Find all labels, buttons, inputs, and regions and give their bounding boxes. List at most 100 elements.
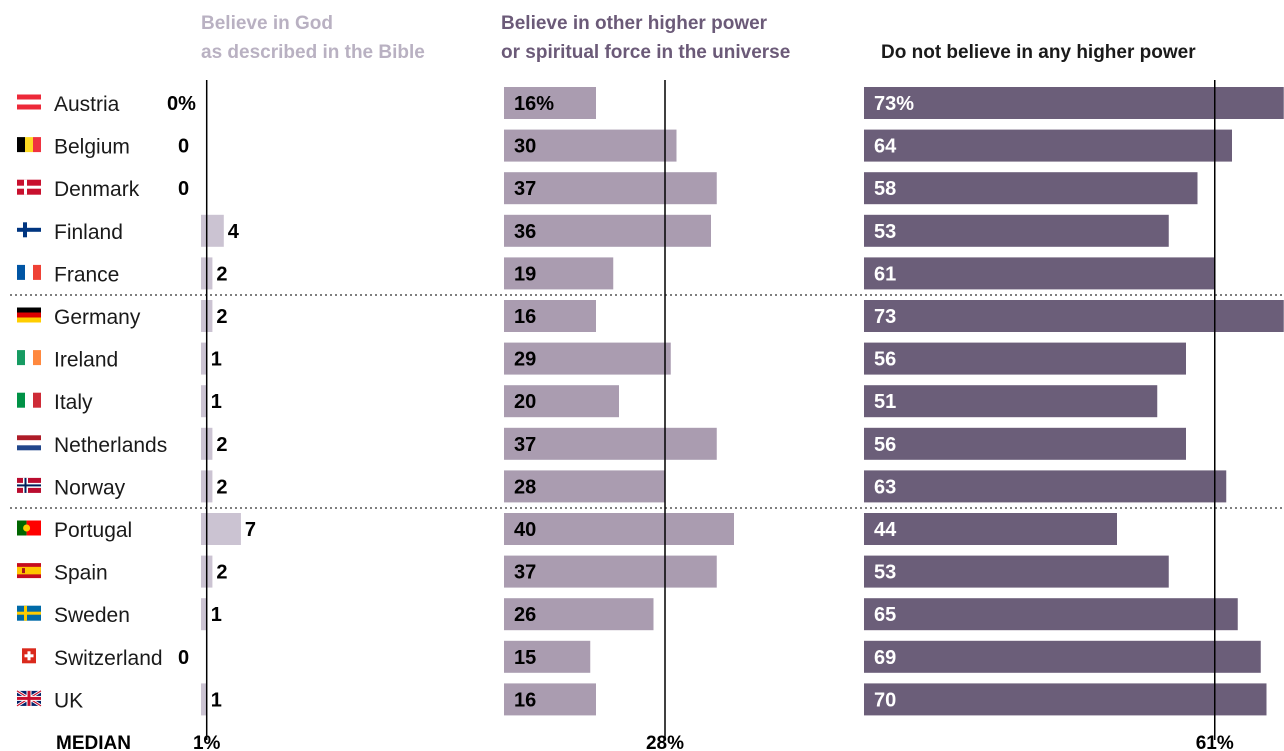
bar-s2-portugal — [504, 513, 734, 545]
bar-s1-uk — [201, 683, 207, 716]
value-label-s2-belgium: 30 — [514, 136, 536, 158]
bar-s3-denmark — [864, 172, 1198, 205]
value-label-s2-finland: 36 — [514, 221, 536, 243]
bar-s2-denmark — [504, 172, 717, 205]
bar-s2-norway — [504, 470, 665, 503]
value-label-s2-uk: 16 — [514, 689, 536, 711]
bar-s1-italy — [201, 385, 207, 418]
country-label-ireland: Ireland — [54, 349, 118, 372]
median-value-s1: 1% — [193, 733, 221, 751]
bar-s3-portugal — [864, 513, 1117, 545]
belgium-flag-icon — [17, 137, 41, 153]
portugal-flag-icon — [17, 520, 41, 536]
denmark-flag-icon — [17, 179, 41, 195]
series-header-2-line-1: Believe in other higher power — [501, 13, 768, 34]
netherlands-flag-icon — [17, 435, 41, 451]
country-label-netherlands: Netherlands — [54, 434, 167, 457]
value-label-s3-denmark: 58 — [874, 178, 896, 200]
austria-flag-icon — [17, 94, 41, 110]
italy-flag-icon — [17, 392, 41, 408]
uk-flag-icon — [16, 689, 42, 708]
bar-s2-ireland — [504, 342, 671, 375]
series-header-2-line-2: or spiritual force in the universe — [501, 42, 790, 63]
country-label-sweden: Sweden — [54, 604, 130, 627]
value-label-s2-italy: 20 — [514, 391, 536, 413]
value-label-s3-italy: 51 — [874, 391, 896, 413]
bar-s3-germany — [864, 300, 1284, 332]
finland-flag-icon — [17, 222, 41, 238]
country-label-denmark: Denmark — [54, 178, 140, 201]
value-label-s3-finland: 53 — [874, 221, 896, 243]
country-label-france: France — [54, 263, 119, 286]
value-label-s3-austria: 73% — [874, 93, 914, 115]
bar-s2-germany — [504, 300, 596, 332]
ireland-flag-icon — [17, 350, 41, 366]
value-label-s1-switzerland: 0 — [178, 647, 189, 669]
bar-s1-sweden — [201, 598, 207, 631]
value-label-s2-france: 19 — [514, 263, 536, 285]
bar-s2-switzerland — [504, 640, 591, 673]
value-label-s1-france: 2 — [216, 263, 227, 285]
france-flag-icon — [17, 264, 41, 280]
value-label-s3-ireland: 56 — [874, 349, 896, 371]
country-label-austria: Austria — [54, 93, 120, 116]
series-header-1-line-1: Believe in God — [201, 13, 333, 34]
value-label-s3-belgium: 64 — [874, 136, 897, 158]
value-label-s2-portugal: 40 — [514, 519, 536, 541]
country-label-italy: Italy — [54, 391, 93, 414]
bar-s3-belgium — [864, 129, 1232, 162]
value-label-s3-germany: 73 — [874, 306, 896, 328]
series-header-3-line-1: Do not believe in any higher power — [881, 42, 1196, 63]
value-label-s1-portugal: 7 — [245, 519, 256, 541]
median-row-label: MEDIAN — [56, 733, 131, 751]
norway-flag-icon — [17, 477, 41, 493]
value-label-s1-ireland: 1 — [211, 349, 222, 371]
bar-s2-sweden — [504, 598, 654, 631]
bar-s3-uk — [864, 683, 1267, 716]
bar-s3-norway — [864, 470, 1227, 503]
value-label-s1-uk: 1 — [211, 689, 222, 711]
bar-s3-ireland — [864, 342, 1186, 375]
bar-s2-italy — [504, 385, 619, 418]
value-label-s1-italy: 1 — [211, 391, 222, 413]
bar-s1-ireland — [201, 342, 207, 375]
value-label-s2-austria: 16% — [514, 93, 554, 115]
value-label-s3-netherlands: 56 — [874, 434, 896, 456]
bar-s3-italy — [864, 385, 1158, 418]
bar-s3-austria — [864, 87, 1284, 119]
bar-s2-spain — [504, 555, 717, 588]
bar-s2-netherlands — [504, 427, 717, 460]
bar-s1-finland — [201, 214, 224, 247]
sweden-flag-icon — [17, 605, 41, 621]
bar-s1-portugal — [201, 513, 241, 545]
country-label-portugal: Portugal — [54, 519, 132, 542]
value-label-s3-switzerland: 69 — [874, 647, 896, 669]
value-label-s3-sweden: 65 — [874, 604, 896, 626]
value-label-s2-ireland: 29 — [514, 349, 536, 371]
bar-s2-belgium — [504, 129, 677, 162]
country-label-belgium: Belgium — [54, 136, 130, 159]
value-label-s1-finland: 4 — [228, 221, 240, 243]
bar-s3-finland — [864, 214, 1169, 247]
bar-s2-france — [504, 257, 614, 290]
value-label-s1-norway: 2 — [216, 476, 227, 498]
country-label-finland: Finland — [54, 221, 123, 244]
value-label-s1-sweden: 1 — [211, 604, 222, 626]
value-label-s2-sweden: 26 — [514, 604, 536, 626]
bar-s2-finland — [504, 214, 711, 247]
bar-s2-austria — [504, 87, 596, 119]
switzerland-flag-icon — [22, 648, 36, 664]
country-label-norway: Norway — [54, 476, 126, 499]
value-label-s2-germany: 16 — [514, 306, 536, 328]
value-label-s1-belgium: 0 — [178, 136, 189, 158]
country-label-germany: Germany — [54, 306, 141, 329]
country-label-spain: Spain — [54, 562, 108, 585]
value-label-s2-switzerland: 15 — [514, 647, 536, 669]
value-label-s1-germany: 2 — [216, 306, 227, 328]
value-label-s3-france: 61 — [874, 263, 896, 285]
value-label-s1-austria: 0% — [167, 93, 196, 115]
germany-flag-icon — [17, 307, 41, 323]
bar-s3-spain — [864, 555, 1169, 588]
bar-s3-switzerland — [864, 640, 1261, 673]
